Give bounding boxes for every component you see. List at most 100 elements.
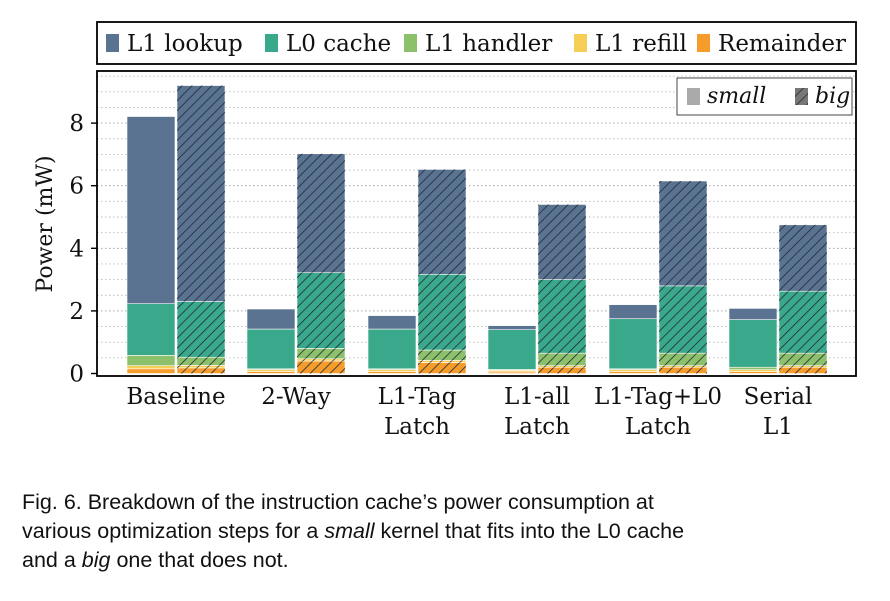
x-tick-label: Latch <box>384 414 450 440</box>
bars <box>126 85 828 374</box>
caption-line-2: various optimization steps for a small k… <box>22 517 872 546</box>
power-breakdown-chart: L1 lookup L0 cache L1 handler L1 refill Rema… <box>33 21 857 440</box>
legend-label: L1 handler <box>425 31 552 57</box>
bar-small-3 <box>487 325 537 374</box>
bar-hatch <box>418 350 466 361</box>
caption-line-3: and a big one that does not. <box>22 546 872 575</box>
big-swatch <box>795 88 808 105</box>
bar-hatch <box>538 353 586 366</box>
bar-hatch <box>177 365 225 368</box>
y-tick-label: 8 <box>69 111 84 137</box>
legend-swatch-l0-cache <box>265 34 278 52</box>
y-tick-label: 6 <box>69 174 84 200</box>
bar-big-4 <box>658 180 708 374</box>
bar-big-1 <box>296 153 346 374</box>
legend-swatch-remainder <box>697 34 710 52</box>
bar-hatch <box>659 285 707 354</box>
legend-swatch-l1-refill <box>574 34 587 52</box>
bar-hatch <box>297 348 345 359</box>
bar-hatch <box>297 272 345 349</box>
bar-hatch <box>177 357 225 366</box>
bar-small-1 <box>246 308 296 374</box>
caption-emphasis: big <box>81 548 111 572</box>
bar-hatch <box>297 360 345 374</box>
caption-text: various optimization steps for a <box>22 519 325 543</box>
bar-segment-remainder <box>126 368 176 374</box>
bar-hatch <box>779 353 827 366</box>
bar-segment-l1-lookup <box>126 116 176 305</box>
bar-hatch <box>297 153 345 273</box>
caption-text: one that does not. <box>110 548 289 572</box>
legend-label: Remainder <box>718 31 846 57</box>
bar-hatch <box>538 279 586 354</box>
bar-hatch <box>538 365 586 368</box>
legend-swatch-l1-handler <box>404 34 417 52</box>
bar-hatch <box>418 274 466 351</box>
bar-big-0 <box>176 85 226 374</box>
bar-segment-l0-cache <box>728 319 778 368</box>
bar-hatch <box>779 224 827 292</box>
figure-caption: Fig. 6. Breakdown of the instruction cac… <box>22 488 872 575</box>
bar-segment-l0-cache <box>608 318 658 370</box>
bar-hatch <box>418 362 466 374</box>
bar-hatch <box>779 365 827 368</box>
bar-segment-l0-cache <box>126 303 176 356</box>
x-tick-label: L1-all <box>504 384 570 410</box>
bar-small-0 <box>126 116 176 374</box>
x-tick-label: L1-Tag <box>378 384 457 410</box>
y-tick-label: 2 <box>69 299 84 325</box>
y-axis: 0 2 4 6 8 <box>69 111 97 388</box>
bar-big-2 <box>417 169 467 374</box>
x-tick-label: Latch <box>504 414 570 440</box>
bar-small-2 <box>367 315 417 374</box>
bar-small-4 <box>608 304 658 374</box>
x-axis: Baseline 2-Way L1-Tag Latch L1-all Latch L1-Ta… <box>126 384 812 440</box>
bar-segment-l0-cache <box>367 328 417 370</box>
y-tick-label: 4 <box>69 236 84 262</box>
bar-segment-l1-lookup <box>246 308 296 330</box>
bar-hatch <box>418 169 466 275</box>
bar-hatch <box>659 181 707 286</box>
bar-hatch <box>177 301 225 358</box>
bar-segment-l0-cache <box>487 329 537 370</box>
big-legend-label: big <box>815 84 850 109</box>
legend-label: L1 lookup <box>127 31 243 57</box>
x-tick-label: L1 <box>763 414 793 440</box>
bar-hatch <box>779 367 827 374</box>
y-axis-title: Power (mW) <box>33 155 58 292</box>
bar-hatch <box>659 353 707 366</box>
legend-label: L0 cache <box>286 31 391 57</box>
x-tick-label: Latch <box>625 414 691 440</box>
caption-line-1: Fig. 6. Breakdown of the instruction cac… <box>22 490 654 514</box>
bar-big-3 <box>537 204 587 374</box>
x-tick-label: Serial <box>744 384 813 410</box>
caption-text: and a <box>22 548 82 572</box>
bar-segment-l1-lookup <box>728 308 778 320</box>
bar-segment-l1-handler <box>728 366 778 371</box>
x-tick-label: Baseline <box>126 384 225 410</box>
bar-segment-l1-handler <box>126 355 176 366</box>
bar-segment-l1-lookup <box>608 304 658 320</box>
bar-hatch <box>779 291 827 354</box>
bar-big-5 <box>778 224 828 374</box>
pattern-legend: small big <box>676 77 853 116</box>
bar-hatch <box>418 360 466 363</box>
bar-segment-l0-cache <box>246 328 296 370</box>
legend: L1 lookup L0 cache L1 handler L1 refill Rema… <box>96 21 857 65</box>
bar-hatch <box>177 367 225 374</box>
bar-hatch <box>177 85 225 302</box>
pattern-legend-frame <box>676 77 853 116</box>
legend-swatch-l1-lookup <box>106 34 119 52</box>
bar-segment-l1-refill <box>126 365 176 370</box>
legend-label: L1 refill <box>595 31 687 57</box>
y-tick-label: 0 <box>69 362 84 388</box>
bar-hatch <box>659 365 707 368</box>
caption-emphasis: small <box>324 519 375 543</box>
bar-segment-l1-lookup <box>487 325 537 330</box>
small-swatch <box>687 88 700 105</box>
bar-segment-l1-lookup <box>367 315 417 330</box>
bar-hatch <box>297 358 345 361</box>
caption-text: kernel that fits into the L0 cache <box>374 519 685 543</box>
x-tick-label: L1-Tag+L0 <box>594 384 722 410</box>
legend-frame <box>96 21 857 65</box>
